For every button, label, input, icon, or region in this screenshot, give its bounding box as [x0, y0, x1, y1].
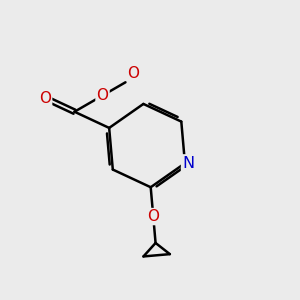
- Text: O: O: [97, 88, 109, 103]
- Text: O: O: [147, 209, 159, 224]
- Text: N: N: [182, 156, 194, 171]
- Text: O: O: [127, 66, 139, 81]
- Text: O: O: [39, 91, 51, 106]
